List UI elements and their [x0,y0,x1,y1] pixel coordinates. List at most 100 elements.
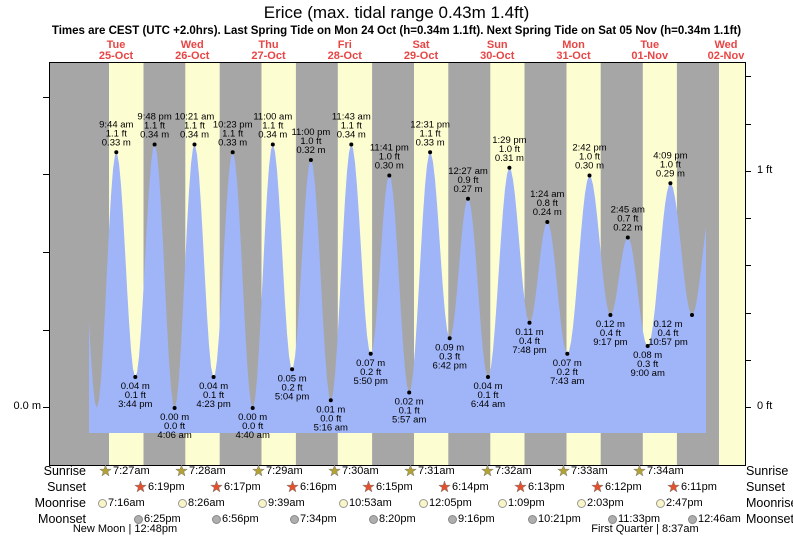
tide-extreme-label: 1.0 ft [300,136,321,147]
astro-time-text: 7:31am [418,465,455,477]
moonrise-row-label-left: Moonrise [34,496,86,510]
tide-extreme-dot [407,390,412,395]
astro-time-text: 6:25pm [144,513,181,525]
day-label: Fri 28-Oct [313,40,377,62]
moon-disc-icon [98,498,107,508]
tide-extreme-label: 4:06 am [157,430,191,441]
moonset-row-label-left: Moonset [38,512,86,526]
tide-extreme-label: 0.09 m [435,342,464,353]
tide-extreme-dot [447,336,452,341]
tide-extreme-label: 9:44 am [99,119,133,130]
axis-tick [745,171,751,172]
day-label: Tue 25-Oct [84,40,148,62]
tide-extreme-dot [668,181,673,186]
tide-extreme-label: 10:57 pm [648,337,688,348]
tide-extreme-label: 1:24 am [530,189,564,200]
star-icon [481,464,494,477]
axis-tick [43,252,49,253]
moon-disc-icon [528,514,537,524]
sunset-time: 6:19pm [134,480,185,494]
sunrise-time: 7:28am [175,464,226,478]
moonrise-time: 2:47pm [656,496,703,510]
astro-time-text: 6:16pm [300,481,337,493]
astro-time-text: 2:47pm [666,497,703,509]
day-date: 30-Oct [480,50,515,62]
tide-extreme-label: 0.01 m [316,404,345,415]
tide-extreme-label: 0.31 m [495,153,524,164]
axis-tick [745,407,751,408]
tide-extreme-label: 1.1 ft [341,121,362,132]
moon-disc-icon [290,514,299,524]
tide-extreme-label: 0.30 m [575,161,604,172]
moonrise-row-label-right: Moonrise [746,496,793,510]
tide-extreme-label: 0.04 m [199,381,228,392]
astro-time-text: 7:34pm [300,513,337,525]
new-moon-note: New Moon | 12:48pm [72,523,178,535]
tide-extreme-label: 0.27 m [453,184,482,195]
moon-disc-icon [656,498,665,508]
day-of-week: Sat [412,39,430,51]
tide-extreme-label: 0.1 ft [125,390,146,401]
tide-extreme-label: 1.1 ft [106,128,127,139]
axis-tick [43,174,49,175]
sunrise-row-label-right: Sunrise [746,464,789,478]
tide-extreme-dot [211,375,216,379]
star-icon [404,464,417,477]
tide-extreme-dot [114,150,119,155]
tide-extreme-dot [486,375,490,379]
tide-extreme-label: 7:48 pm [512,345,546,356]
moonrise-time: 1:09pm [498,496,545,510]
day-label: Sat 29-Oct [389,40,453,62]
day-of-week: Wed [714,39,738,51]
tide-extreme-label: 0.0 ft [164,421,185,432]
tide-extreme-dot [192,142,197,147]
tide-extreme-label: 11:43 am [332,112,371,123]
tide-extreme-label: 0.34 m [180,130,209,141]
day-label: Sun 30-Oct [465,40,529,62]
right-axis-label-0ft: 0 ft [757,400,773,412]
tide-extreme-label: 0.02 m [395,397,424,408]
moon-disc-icon [448,514,457,524]
sunrise-time: 7:31am [404,464,455,478]
tide-extreme-label: 1.1 ft [184,121,205,132]
day-date: 27-Oct [251,50,286,62]
astro-time-text: 7:30am [342,465,379,477]
tide-extreme-dot [545,220,550,224]
tide-extreme-label: 5:50 pm [354,376,388,387]
star-icon [134,480,147,493]
daylight-band [719,63,745,465]
tide-extreme-label: 0.08 m [633,350,662,361]
day-date: 28-Oct [327,50,362,62]
day-label: Wed 02-Nov [694,40,758,62]
axis-tick [745,218,751,219]
tide-extreme-label: 0.3 ft [637,359,658,370]
sunset-time: 6:15pm [362,480,413,494]
astro-time-text: 6:19pm [148,481,185,493]
astro-time-text: 7:29am [266,465,303,477]
day-label: Wed 26-Oct [160,40,224,62]
moonset-time: 10:21pm [528,512,581,526]
moon-disc-icon [498,498,507,508]
tide-extreme-label: 0.12 m [653,319,682,330]
tide-extreme-dot [587,173,592,178]
tide-extreme-label: 1.0 ft [379,152,400,163]
tide-extreme-dot [466,196,470,201]
right-axis-label-1ft: 1 ft [757,164,773,176]
tide-extreme-label: 1.0 ft [579,152,600,163]
star-icon [286,480,299,493]
tide-extreme-dot [290,367,295,372]
tide-extreme-label: 1.1 ft [262,121,283,132]
tide-extreme-label: 0.33 m [102,137,131,148]
tide-extreme-label: 0.3 ft [439,351,460,362]
astro-time-text: 12:46am [698,513,741,525]
astro-time-text: 6:14pm [452,481,489,493]
tide-extreme-label: 0.7 ft [617,214,638,225]
star-icon [514,480,527,493]
star-icon [99,464,112,477]
astro-time-text: 8:26am [188,497,225,509]
tide-extreme-dot [645,344,650,348]
tide-extreme-label: 9:17 pm [593,337,627,348]
tide-extreme-dot [368,351,373,356]
tide-extreme-label: 1:29 pm [492,135,526,146]
tide-extreme-label: 0.07 m [553,358,582,369]
